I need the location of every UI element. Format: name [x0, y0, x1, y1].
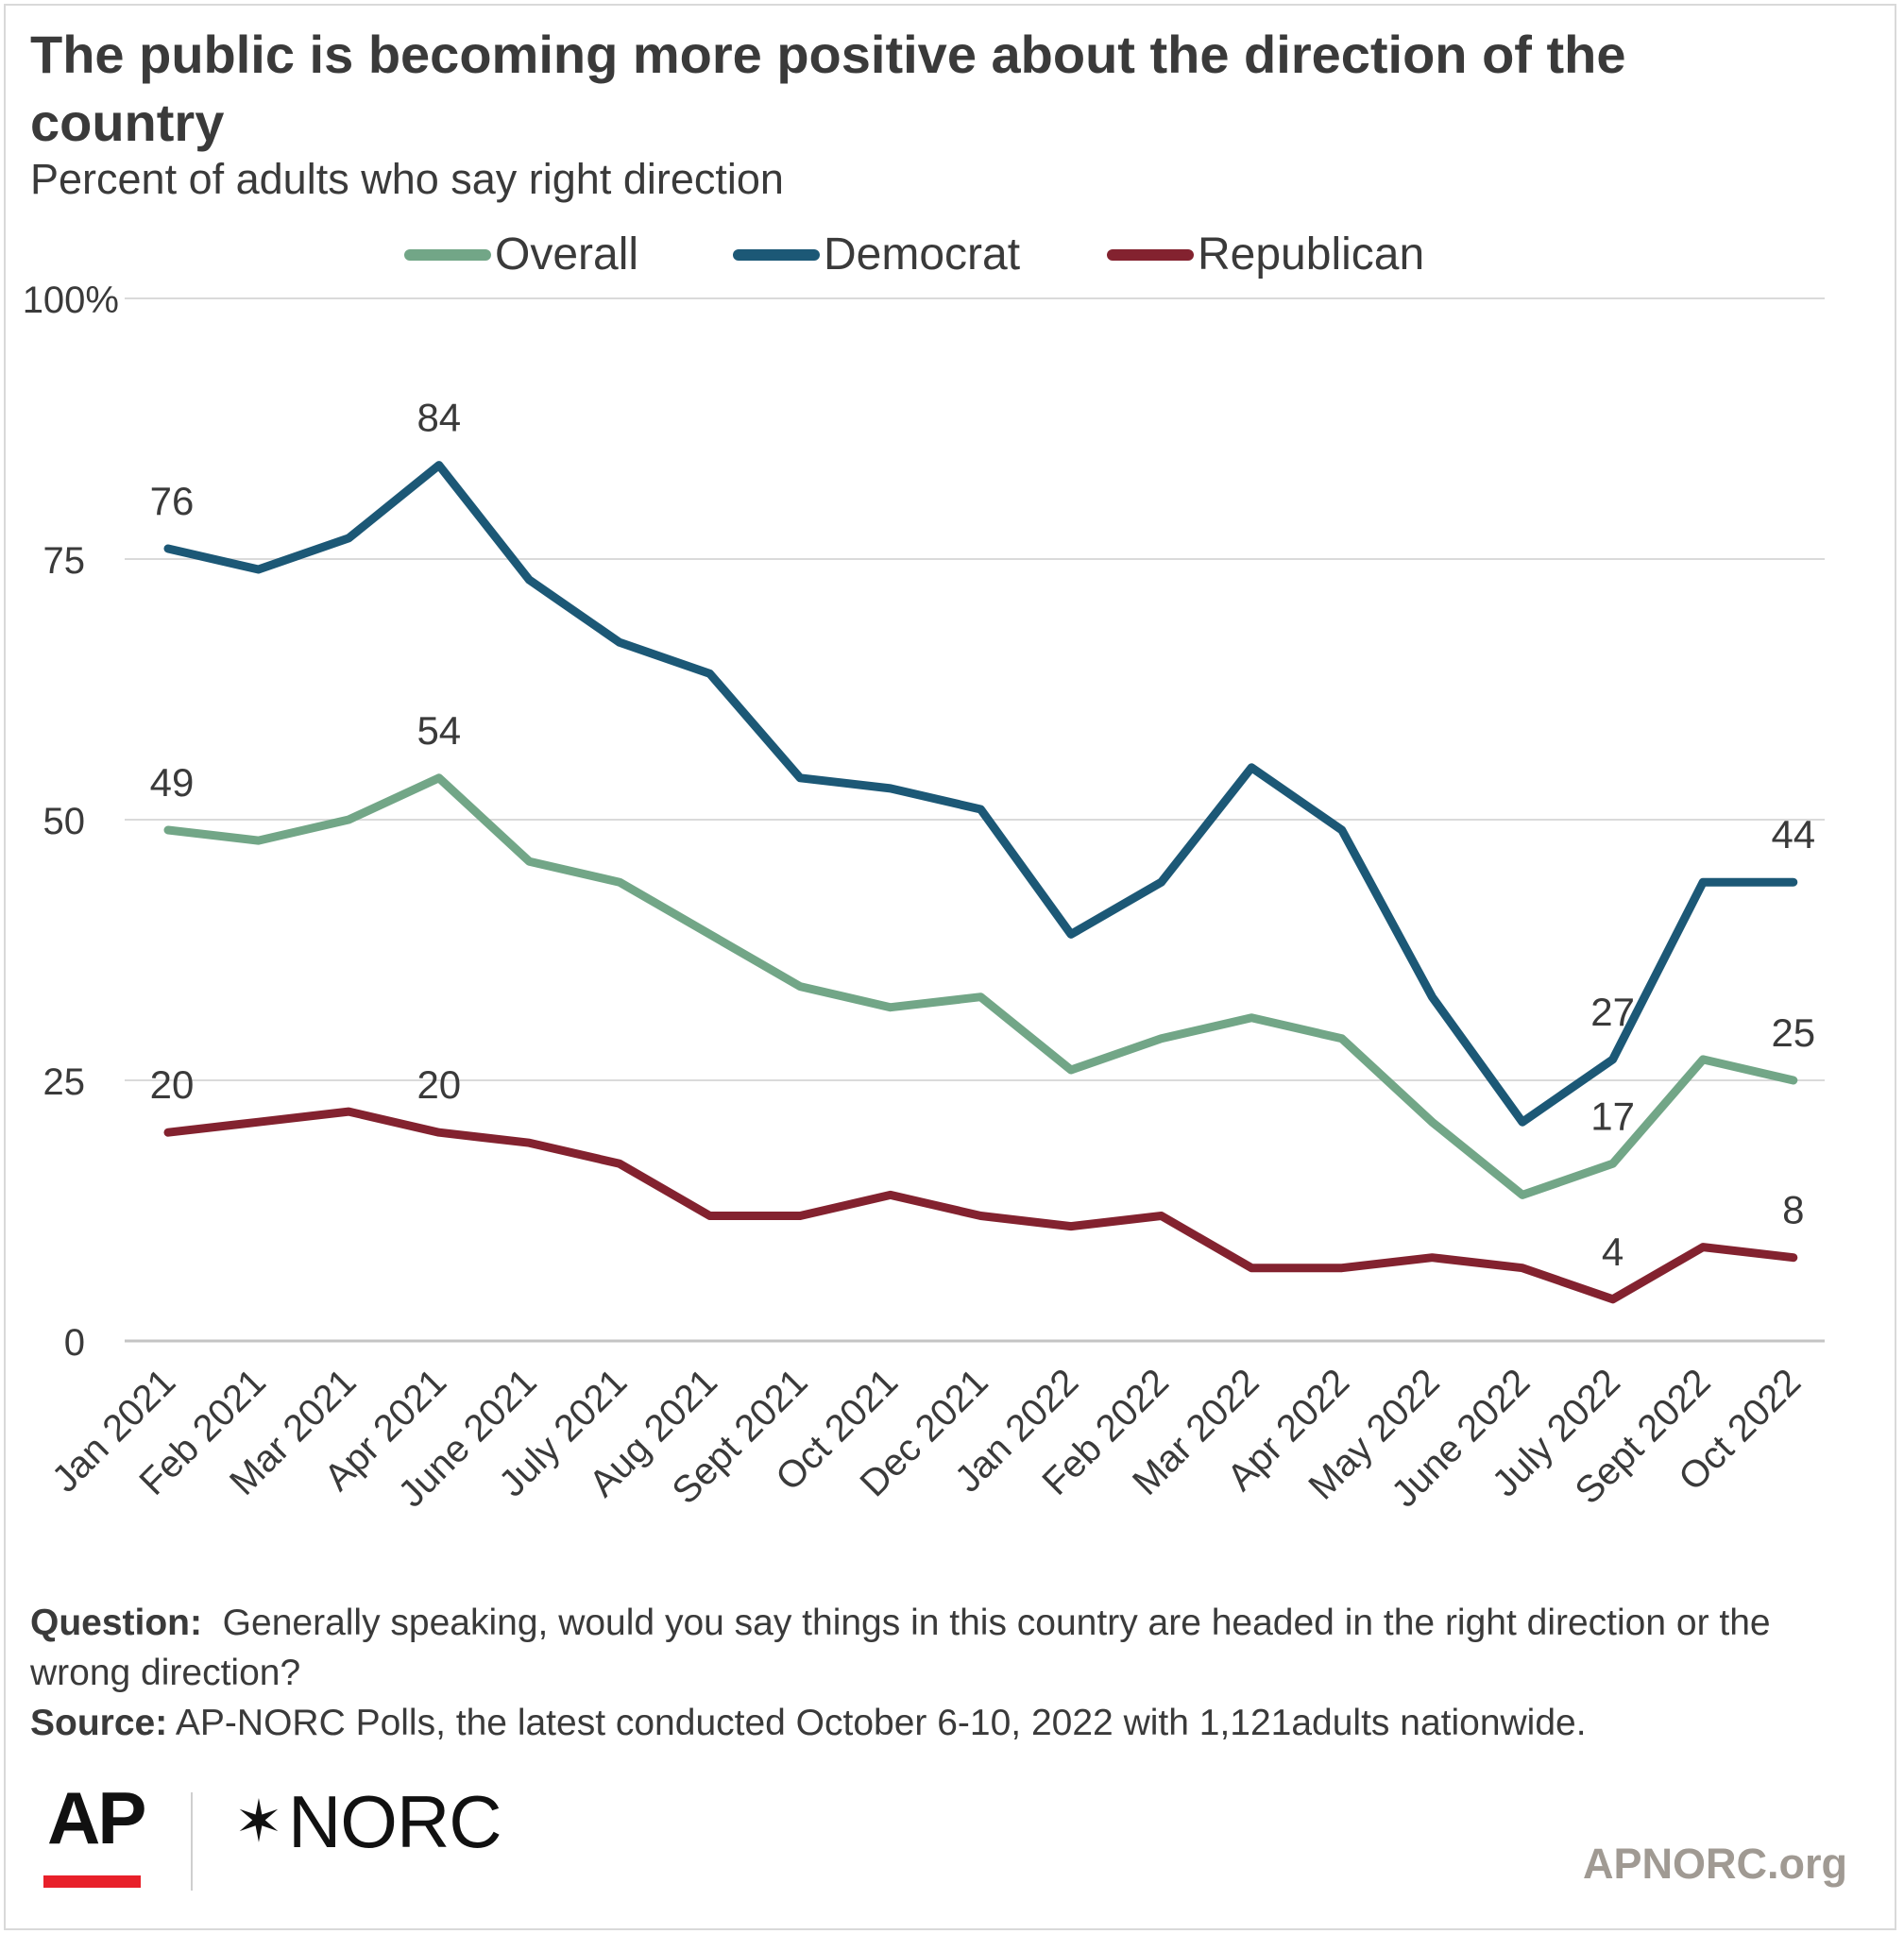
series-line-republican — [163, 1107, 1798, 1304]
data-label-overall: 17 — [1590, 1094, 1635, 1138]
source-text: AP-NORC Polls, the latest conducted Octo… — [175, 1703, 1587, 1743]
data-label-republican: 8 — [1782, 1188, 1804, 1232]
data-label-democrat: 27 — [1590, 990, 1635, 1034]
legend-item-overall: Overall — [404, 229, 638, 280]
y-tick-label: 0 — [64, 1322, 85, 1364]
data-label-republican: 4 — [1602, 1230, 1624, 1274]
y-tick-label: 25 — [43, 1061, 86, 1103]
legend-label-republican: Republican — [1198, 229, 1425, 280]
data-label-overall: 54 — [416, 708, 461, 753]
legend-swatch-democrat — [733, 248, 820, 261]
logo-divider — [191, 1792, 193, 1891]
chart-title: The public is becoming more positive abo… — [30, 25, 1626, 152]
question-note: Question: Generally speaking, would you … — [30, 1598, 1825, 1698]
data-label-overall: 49 — [150, 760, 195, 805]
data-label-republican: 20 — [416, 1062, 461, 1107]
y-tick-label: 100% — [23, 280, 119, 321]
source-note: Source: AP-NORC Polls, the latest conduc… — [30, 1698, 1825, 1748]
ap-logo-bar — [43, 1875, 141, 1888]
y-tick-label: 75 — [43, 540, 86, 582]
question-label: Question: — [30, 1603, 202, 1643]
series-line-democrat — [163, 461, 1798, 1127]
legend-swatch-republican — [1107, 248, 1194, 261]
chart-frame — [4, 4, 1896, 1930]
data-label-democrat: 76 — [150, 479, 195, 523]
data-label-democrat: 84 — [416, 396, 461, 440]
question-text: Generally speaking, would you say things… — [30, 1603, 1771, 1693]
site-link: APNORC.org — [1583, 1840, 1847, 1888]
data-label-overall: 25 — [1771, 1010, 1815, 1055]
series-line-overall — [163, 773, 1798, 1199]
star-asterisk-icon: ✶ — [234, 1790, 283, 1855]
chart-footer: Question: Generally speaking, would you … — [30, 1598, 1825, 1748]
ap-logo: AP — [47, 1776, 146, 1859]
chart-subtitle: Percent of adults who say right directio… — [30, 155, 784, 203]
legend-label-democrat: Democrat — [824, 229, 1021, 280]
source-label: Source: — [30, 1703, 168, 1743]
legend-swatch-overall — [404, 248, 491, 261]
legend-label-overall: Overall — [495, 229, 639, 280]
y-tick-label: 50 — [43, 801, 86, 842]
legend-item-democrat: Democrat — [733, 229, 1020, 280]
legend-item-republican: Republican — [1107, 229, 1424, 280]
data-label-democrat: 44 — [1771, 812, 1815, 857]
norc-logo: ✶NORC — [234, 1779, 502, 1865]
data-label-republican: 20 — [150, 1062, 195, 1107]
norc-logo-text: NORC — [287, 1780, 502, 1863]
chart-legend: Overall Democrat Republican — [0, 229, 1904, 285]
